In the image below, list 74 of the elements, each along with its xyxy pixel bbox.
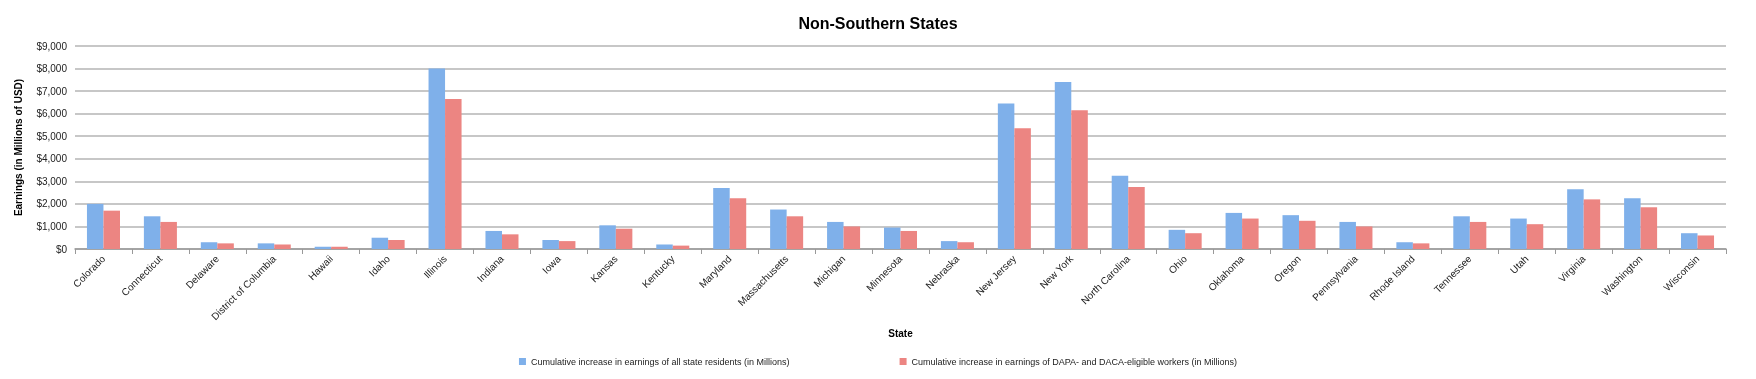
- bar: [257, 243, 275, 249]
- bar: [1697, 235, 1715, 249]
- y-tick-label: $4,000: [36, 153, 68, 165]
- bar: [1339, 221, 1356, 249]
- y-tick-label: $6,000: [36, 108, 68, 120]
- bar: [217, 243, 234, 249]
- legend-label: Cumulative increase in earnings of DAPA- and DACA-eligible workers (in Millions): [911, 356, 1238, 367]
- bar: [485, 230, 502, 249]
- bar: [656, 244, 673, 249]
- x-tick-label: Iowa: [540, 252, 564, 276]
- bar: [843, 226, 861, 249]
- bar: [542, 239, 559, 249]
- bar: [143, 216, 161, 249]
- bar: [331, 246, 348, 249]
- y-tick-label: $7,000: [36, 85, 68, 97]
- bar: [160, 221, 177, 249]
- bar: [371, 237, 389, 249]
- bar: [1567, 189, 1584, 249]
- bar: [1014, 128, 1031, 249]
- bar: [1681, 233, 1698, 249]
- bar: [1299, 220, 1316, 249]
- bar: [1355, 226, 1373, 249]
- bar: [599, 225, 616, 249]
- bar: [388, 239, 405, 249]
- bar: [1128, 186, 1145, 249]
- bar: [957, 242, 974, 249]
- y-tick-label: $8,000: [36, 63, 68, 75]
- y-axis-title: Earnings (in Millions of USD): [12, 78, 24, 217]
- bar: [1583, 199, 1601, 249]
- bar: [274, 244, 291, 249]
- y-tick-label: $5,000: [36, 130, 68, 142]
- bar: [558, 241, 576, 249]
- bar: [1526, 224, 1544, 249]
- bar: [1225, 212, 1243, 249]
- bar: [1185, 233, 1202, 249]
- y-tick-label: $3,000: [36, 175, 68, 187]
- bar: [827, 221, 844, 249]
- y-tick-label: $9,000: [36, 40, 68, 52]
- bar: [940, 241, 958, 249]
- bar: [1111, 175, 1129, 249]
- bar: [1071, 110, 1088, 249]
- bar: [883, 227, 901, 249]
- bar: [770, 209, 787, 249]
- bar: [713, 188, 730, 249]
- bar: [1282, 215, 1300, 249]
- legend-label: Cumulative increase in earnings of all state residents (in Millions): [530, 356, 790, 367]
- bar: [786, 216, 804, 249]
- bar: [200, 242, 218, 249]
- x-axis-title: State: [888, 328, 914, 340]
- bar: [615, 228, 633, 249]
- bar: [1510, 218, 1527, 249]
- bar: [1624, 198, 1641, 249]
- bar: [501, 234, 519, 249]
- x-tick-label: Utah: [1507, 253, 1531, 276]
- bar: [445, 99, 462, 249]
- chart-title: Non-Southern States: [798, 14, 958, 32]
- bar: [1242, 218, 1259, 249]
- bar: [997, 103, 1015, 249]
- x-tick-label: Ohio: [1166, 252, 1190, 276]
- bar: [428, 68, 446, 249]
- bar: [900, 230, 918, 249]
- bar: [729, 198, 747, 249]
- bar: [1054, 82, 1072, 249]
- bar: [1412, 243, 1430, 249]
- y-tick-label: $1,000: [36, 220, 68, 232]
- bar: [1640, 207, 1658, 249]
- bar: [86, 203, 104, 249]
- y-tick-label: $2,000: [36, 198, 68, 210]
- bar: [1469, 221, 1487, 249]
- bar: [1453, 216, 1470, 249]
- bar: [1168, 229, 1186, 249]
- bar: [1396, 242, 1413, 249]
- y-tick-label: $0: [55, 243, 68, 255]
- bar: [103, 210, 120, 249]
